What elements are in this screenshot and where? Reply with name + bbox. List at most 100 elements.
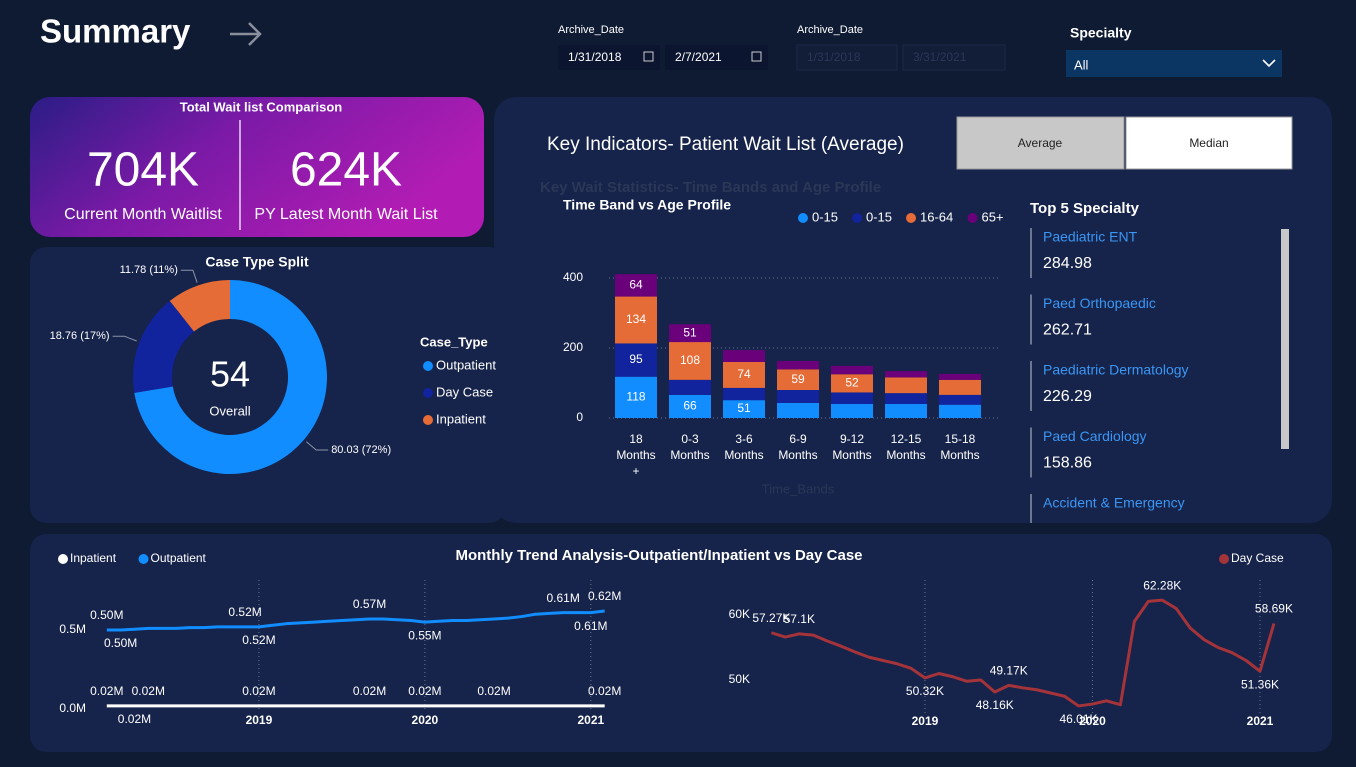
data-label: 48.16K (976, 698, 1014, 712)
kpi-value: 704K (87, 144, 199, 197)
data-label: 50.32K (906, 684, 944, 698)
data-label: 0.57M (353, 597, 386, 611)
leader-line (305, 441, 329, 451)
data-label: 46.01K (1059, 712, 1097, 726)
legend-label: 0-15 (812, 209, 838, 224)
chart-title: Monthly Trend Analysis-Outpatient/Inpati… (455, 547, 862, 564)
bar-segment (777, 402, 819, 418)
data-label: 118 (626, 390, 645, 404)
data-label: 66 (683, 399, 697, 413)
page-title: Summary (40, 13, 191, 50)
toggle-button[interactable] (1125, 116, 1293, 170)
x-axis-title: Time_Bands (762, 481, 835, 496)
date-to: 2/7/2021 (675, 50, 722, 64)
date-box (796, 44, 898, 71)
chevron[interactable] (1262, 59, 1276, 68)
date-from: 1/31/2018 (568, 50, 622, 64)
bar-segment (669, 342, 711, 380)
button-label[interactable]: Median (1189, 136, 1228, 150)
data-label: 0.62M (588, 589, 621, 603)
data-label: 64 (629, 278, 643, 292)
scrollbar[interactable] (1281, 229, 1289, 449)
bar-segment (723, 400, 765, 418)
legend-marker (58, 554, 68, 564)
bar-segment (669, 394, 711, 418)
data-label: 108 (680, 353, 700, 367)
bar-segment (723, 350, 765, 362)
x-tick-label: 2020 (412, 713, 439, 727)
y-tick-label: 0 (576, 410, 583, 424)
legend-marker (138, 554, 149, 564)
legend-marker (423, 388, 433, 398)
bar-segment (723, 362, 765, 388)
bar-segment (831, 392, 873, 404)
data-label: 62.28K (1143, 578, 1181, 592)
data-label: 0.02M (90, 684, 123, 698)
x-tick-label: 15-18 Months (940, 432, 979, 462)
date-box[interactable] (558, 45, 660, 70)
panel (30, 534, 1332, 752)
leader-line (180, 269, 198, 283)
bar-segment (777, 360, 819, 370)
bar-segment (831, 404, 873, 418)
y-tick-label: 50K (729, 672, 750, 686)
calendar-icon[interactable] (643, 51, 654, 62)
donut-slice (169, 280, 230, 332)
data-label: 0.61M (574, 619, 607, 633)
bar-segment (669, 324, 711, 343)
data-label: 80.03 (72%) (331, 444, 391, 456)
y-tick-label: 60K (729, 607, 750, 621)
calendar-icon[interactable] (751, 51, 762, 62)
item-name: Paediatric Dermatology (1043, 362, 1189, 378)
data-label: 0.50M (104, 636, 137, 650)
date-box[interactable] (665, 45, 768, 70)
data-label: 0.52M (242, 633, 275, 647)
data-label: 0.02M (477, 684, 510, 698)
bar-segment (723, 387, 765, 401)
legend-label: 16-64 (920, 209, 953, 224)
item-value: 262.71 (1043, 322, 1092, 339)
legend-label: Day Case (1231, 551, 1284, 565)
x-tick-label: 2020 (1079, 714, 1106, 728)
data-label: 95 (629, 352, 643, 366)
data-label: 51.36K (1241, 677, 1279, 691)
y-tick-label: 200 (563, 340, 583, 354)
data-label: 0.02M (242, 684, 275, 698)
bar-segment (615, 274, 657, 297)
chart-title: Time Band vs Age Profile (563, 197, 731, 213)
bar-segment (615, 343, 657, 377)
dropdown[interactable] (1066, 50, 1282, 77)
toggle-button[interactable] (956, 116, 1125, 170)
x-tick-label: 12-15 Months (886, 432, 925, 462)
button-label[interactable]: Average (1018, 136, 1063, 150)
item-value: 226.29 (1043, 388, 1092, 405)
line (770, 598, 1276, 708)
x-tick-label: 3-6 Months (724, 432, 763, 462)
y-tick-label: 0.5M (59, 622, 86, 636)
top5-list: Paediatric ENT 284.98 Paed Orthopaedic 262.… (1030, 228, 1189, 523)
legend-marker (423, 415, 433, 425)
data-label: 57.1K (784, 612, 815, 626)
item-value: 158.86 (1043, 455, 1092, 472)
legend-marker (798, 213, 808, 223)
next-arrow[interactable] (230, 22, 262, 46)
data-label: 0.55M (408, 628, 441, 642)
kpi-value: 624K (290, 144, 402, 197)
date-box (902, 44, 1006, 71)
legend-marker (423, 361, 433, 371)
bar-segment (615, 376, 657, 418)
section-title: Key Indicators- Patient Wait List (Avera… (547, 134, 904, 155)
data-label: 0.02M (132, 684, 165, 698)
x-tick-label: 18 Months + (616, 432, 655, 478)
legend-title: Case_Type (420, 334, 488, 349)
center-label: Overall (209, 403, 250, 418)
data-label: 0.61M (547, 591, 580, 605)
x-tick-label: 9-12 Months (832, 432, 871, 462)
list-title: Top 5 Specialty (1030, 200, 1140, 217)
kpi-card (30, 97, 484, 237)
data-label: 58.69K (1255, 602, 1293, 616)
data-label: 51 (683, 325, 697, 339)
bar-segment (669, 379, 711, 395)
legend-label: Day Case (436, 384, 493, 399)
date-from: 1/31/2018 (807, 50, 861, 64)
